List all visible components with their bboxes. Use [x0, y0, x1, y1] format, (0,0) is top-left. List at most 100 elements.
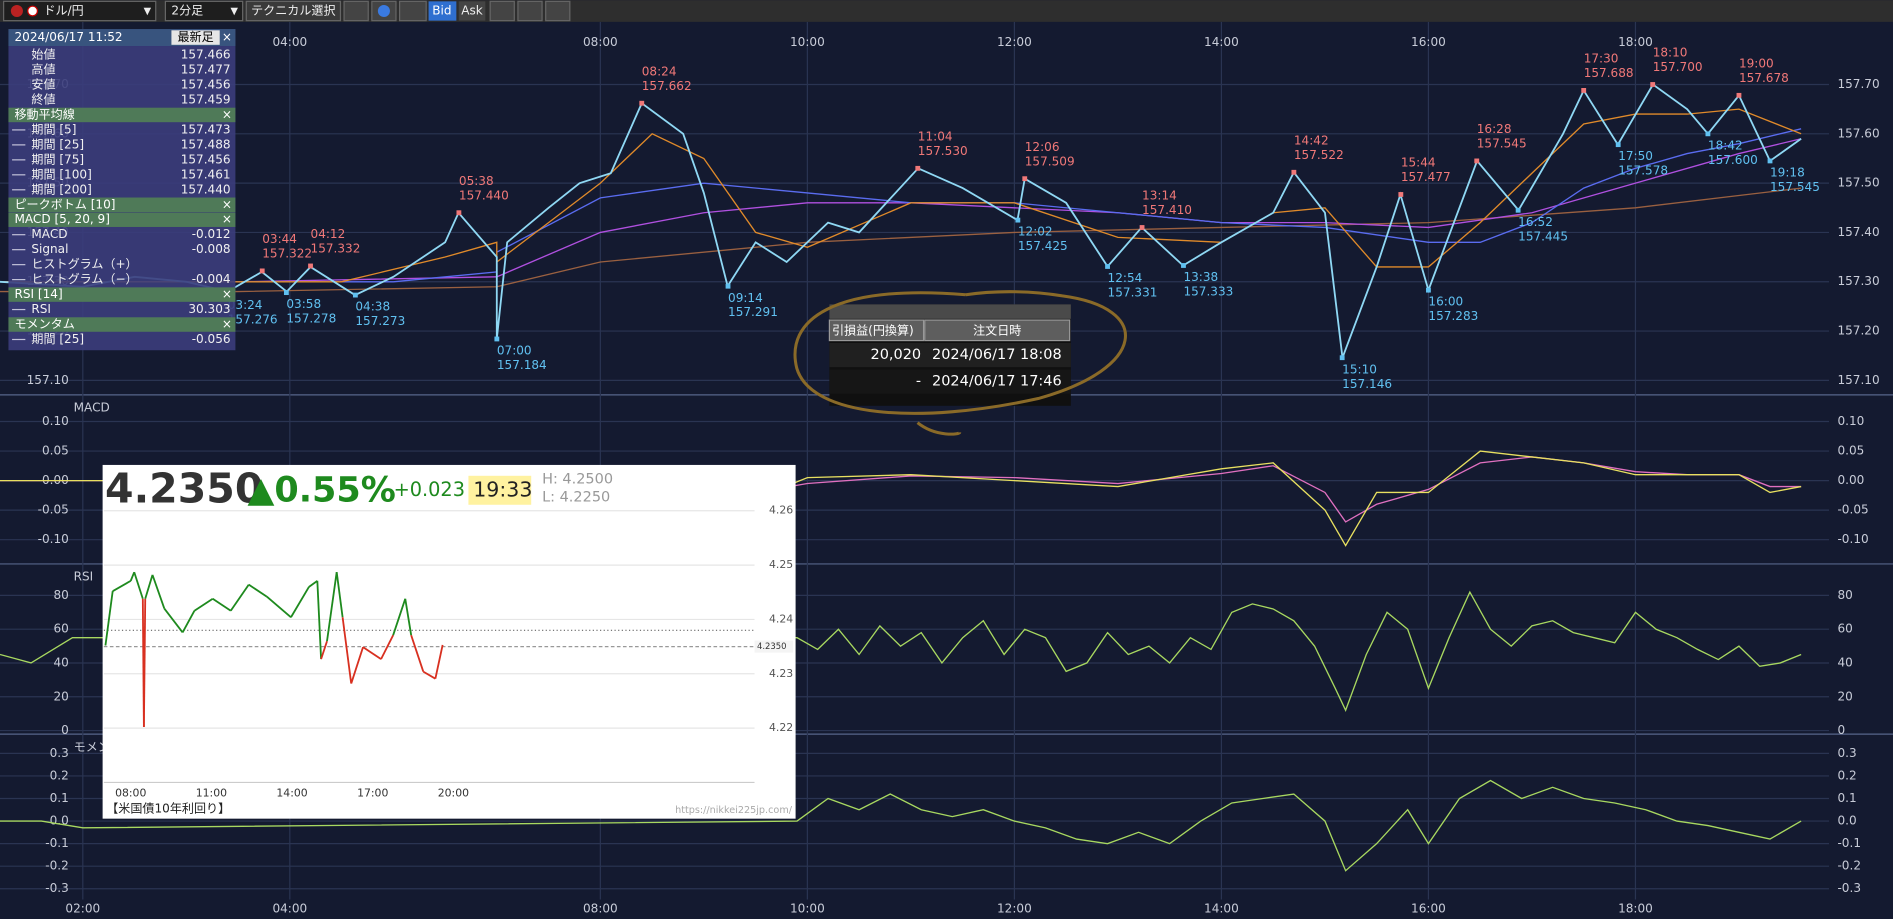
yield-segment — [163, 608, 184, 634]
peak-time: 08:24 — [642, 64, 677, 78]
peak-time: 15:10 — [1342, 362, 1377, 376]
ask-button[interactable] — [458, 1, 486, 21]
peak-price: 157.477 — [1401, 170, 1451, 184]
info-row-value: 157.456 — [181, 78, 231, 92]
peak-marker — [283, 290, 289, 296]
y-tick-label: 157.30 — [1837, 274, 1879, 288]
peak-marker — [308, 263, 313, 269]
flag-icon — [27, 5, 39, 17]
close-icon[interactable]: × — [222, 30, 232, 44]
info-row-value: 30.303 — [188, 302, 230, 316]
y-tick-label: 20 — [1837, 689, 1852, 703]
hand-drawn-circle — [793, 290, 1127, 436]
charts: 02:0002:0004:0004:0008:0008:0010:0010:00… — [0, 21, 1893, 916]
info-group-title: ピークボトム [10] — [14, 197, 115, 211]
yield-segment — [266, 595, 292, 618]
yield-segment — [362, 646, 382, 660]
y-tick-label: 157.40 — [1837, 225, 1879, 239]
info-group-title: MACD [5, 20, 9] — [14, 212, 109, 226]
info-row-label: 期間 [75] — [31, 152, 84, 166]
close-icon[interactable]: × — [222, 197, 232, 211]
x-tick-label: 20:00 — [438, 786, 469, 799]
y-tick-label: -0.1 — [1837, 836, 1861, 850]
technical-label: テクニカル選択 — [251, 3, 335, 17]
close-icon[interactable]: × — [222, 107, 232, 121]
info-row-label: 安値 — [31, 77, 55, 92]
timeframe-label: 2分足 — [171, 3, 203, 17]
yield-segment — [212, 598, 232, 612]
peak-price: 157.332 — [311, 242, 361, 256]
peak-time: 04:38 — [355, 300, 390, 314]
technical-select[interactable] — [245, 0, 342, 22]
peak-time: 03:58 — [286, 297, 321, 311]
zoom-in-button[interactable] — [545, 0, 571, 22]
peak-time: 19:18 — [1770, 166, 1805, 180]
close-icon[interactable]: × — [222, 317, 232, 331]
info-row-value: -0.012 — [192, 227, 231, 241]
order-row — [829, 369, 1071, 394]
chart-type-button[interactable] — [399, 0, 427, 22]
zoom-out-button[interactable] — [517, 0, 543, 22]
peak-price: 157.278 — [286, 312, 336, 326]
peak-time: 18:42 — [1708, 138, 1743, 152]
peak-marker — [1650, 82, 1656, 87]
peak-time: 12:02 — [1018, 225, 1053, 239]
flag-icon — [10, 4, 23, 18]
peak-marker — [1105, 264, 1110, 269]
info-row-label: MACD — [31, 227, 67, 241]
yield-segment — [308, 580, 318, 588]
info-group-bg — [8, 287, 236, 302]
info-row-value: 157.461 — [181, 167, 231, 181]
peak-marker — [494, 336, 500, 342]
info-row-label: Signal — [31, 242, 68, 256]
peak-time: 14:42 — [1294, 133, 1329, 147]
info-group-bg — [8, 317, 236, 332]
x-tick-label: 12:00 — [997, 902, 1032, 916]
y-tick-label: 40 — [53, 655, 68, 669]
yield-segment — [248, 583, 268, 598]
inset-time: 19:33 — [473, 477, 532, 501]
peak-time: 15:44 — [1401, 156, 1436, 170]
pair-select[interactable] — [3, 0, 157, 22]
yield-segment — [434, 644, 444, 679]
peak-price: 157.322 — [262, 247, 312, 261]
peak-time: 03:44 — [262, 232, 297, 246]
info-row-value: 157.477 — [181, 63, 231, 77]
info-row-value: 157.488 — [181, 137, 231, 151]
order-cell: 2024/06/17 17:46 — [932, 374, 1062, 390]
timeframe-select[interactable] — [164, 0, 244, 22]
swap-button[interactable] — [489, 0, 515, 22]
peak-price: 157.291 — [728, 305, 778, 319]
bid-label: Bid — [432, 3, 451, 17]
bid-button[interactable] — [428, 1, 457, 21]
yield-segment — [133, 571, 144, 600]
peak-price: 157.578 — [1618, 164, 1668, 178]
close-icon[interactable]: × — [222, 212, 232, 226]
inset-title: 【米国債10年利回り】 — [106, 801, 230, 816]
info-group-bg — [8, 107, 236, 123]
peak-price: 157.509 — [1025, 154, 1075, 168]
order-header: 注文日時 — [973, 322, 1021, 337]
peak-price: 157.530 — [918, 144, 968, 158]
y-tick-label: 157.70 — [1837, 77, 1879, 91]
order-header-cell — [924, 319, 1071, 342]
yield-segment — [341, 617, 353, 684]
info-row-label: 終値 — [31, 91, 55, 106]
peak-time: 11:04 — [918, 129, 953, 143]
close-icon[interactable]: × — [222, 287, 232, 301]
y-tick-label: 0.05 — [1837, 444, 1864, 458]
x-tick-label: 16:00 — [1411, 35, 1446, 49]
peak-price: 157.283 — [1428, 309, 1478, 323]
peak-marker — [639, 100, 645, 106]
peak-time: 12:54 — [1108, 271, 1143, 285]
info-row-label: 期間 [25] — [31, 332, 84, 346]
peak-time: 03:24 — [228, 298, 263, 312]
inset-change: ▲0.55% — [247, 470, 395, 510]
y-tick-label: -0.3 — [1837, 881, 1861, 895]
info-panel: 2024/06/17 11:52 最新足 × 始値 157.466 高値 157.477 安値… — [8, 29, 236, 351]
yield-segment — [104, 591, 114, 646]
draw-button[interactable] — [343, 0, 369, 22]
info-badge: 最新足 — [177, 29, 213, 44]
order-cell: - — [916, 374, 921, 390]
